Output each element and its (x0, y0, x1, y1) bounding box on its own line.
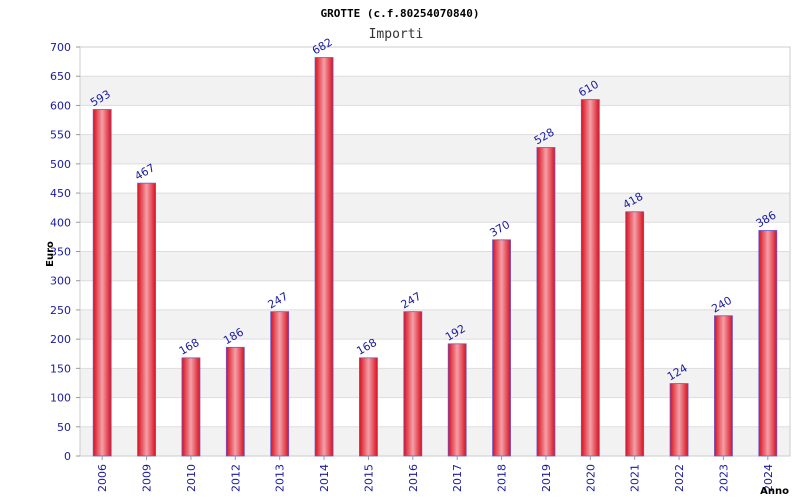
bar (669, 383, 689, 457)
x-tick-label: 2006 (96, 464, 109, 492)
grid-band (80, 251, 790, 281)
y-tick-label: 250 (50, 304, 71, 317)
y-axis-title: Euro (45, 241, 56, 267)
y-tick-label: 50 (57, 421, 71, 434)
bar (758, 230, 778, 457)
x-tick-label: 2024 (762, 464, 775, 492)
x-axis-ticks: 2006 2009 2010 2012 2013 2014 2015 2016 2017 2018… (96, 456, 775, 492)
bars (92, 57, 778, 457)
bar (714, 315, 733, 457)
y-tick-label: 300 (50, 275, 71, 288)
grid-bands (80, 76, 790, 456)
y-tick-label: 550 (50, 129, 71, 142)
x-tick-label: 2017 (451, 464, 464, 492)
grid-band (80, 193, 790, 223)
bar (447, 343, 467, 457)
x-tick-label: 2019 (540, 464, 553, 492)
value-label: 247 (399, 290, 424, 312)
y-tick-label: 150 (50, 362, 71, 375)
y-tick-label: 100 (50, 392, 71, 405)
y-tick-label: 650 (50, 70, 71, 83)
bar (270, 311, 290, 457)
bar (536, 147, 556, 457)
bar (359, 357, 378, 457)
grid-band (80, 76, 790, 106)
x-tick-label: 2010 (185, 464, 198, 492)
bar (137, 182, 156, 457)
y-tick-label: 700 (50, 41, 71, 54)
bar (314, 57, 334, 457)
value-label: 467 (132, 161, 157, 183)
bar (403, 311, 423, 457)
chart-title: GROTTE (c.f.80254070840) (321, 7, 480, 20)
y-tick-label: 350 (50, 246, 71, 259)
x-tick-label: 2023 (717, 464, 730, 492)
bar (181, 357, 201, 457)
x-tick-label: 2020 (584, 464, 597, 492)
x-tick-label: 2018 (496, 464, 509, 492)
x-tick-label: 2022 (673, 464, 686, 492)
x-tick-label: 2012 (229, 464, 242, 492)
x-tick-label: 2009 (141, 464, 154, 492)
x-tick-label: 2016 (407, 464, 420, 492)
bar (225, 346, 245, 457)
y-tick-label: 500 (50, 158, 71, 171)
grid-band (80, 134, 790, 164)
bar (580, 99, 600, 457)
value-label: 682 (310, 36, 335, 58)
y-tick-label: 0 (64, 450, 71, 463)
y-tick-label: 200 (50, 333, 71, 346)
x-tick-label: 2013 (274, 464, 287, 492)
bar (492, 239, 511, 457)
chart-subtitle: Importi (369, 27, 424, 42)
x-tick-label: 2015 (362, 464, 375, 492)
x-axis-title: Anno (760, 486, 789, 497)
grid-band (80, 309, 790, 340)
bar (625, 211, 645, 457)
x-tick-label: 2021 (629, 464, 642, 492)
value-label: 247 (266, 290, 291, 312)
bar (92, 109, 112, 457)
y-axis-ticks: 0 50 100 150 200 250 300 350 400 450 500 550 600 650 7… (50, 41, 80, 463)
y-tick-label: 600 (50, 99, 71, 112)
y-tick-label: 450 (50, 187, 71, 200)
y-tick-label: 400 (50, 216, 71, 229)
x-tick-label: 2014 (318, 464, 331, 492)
